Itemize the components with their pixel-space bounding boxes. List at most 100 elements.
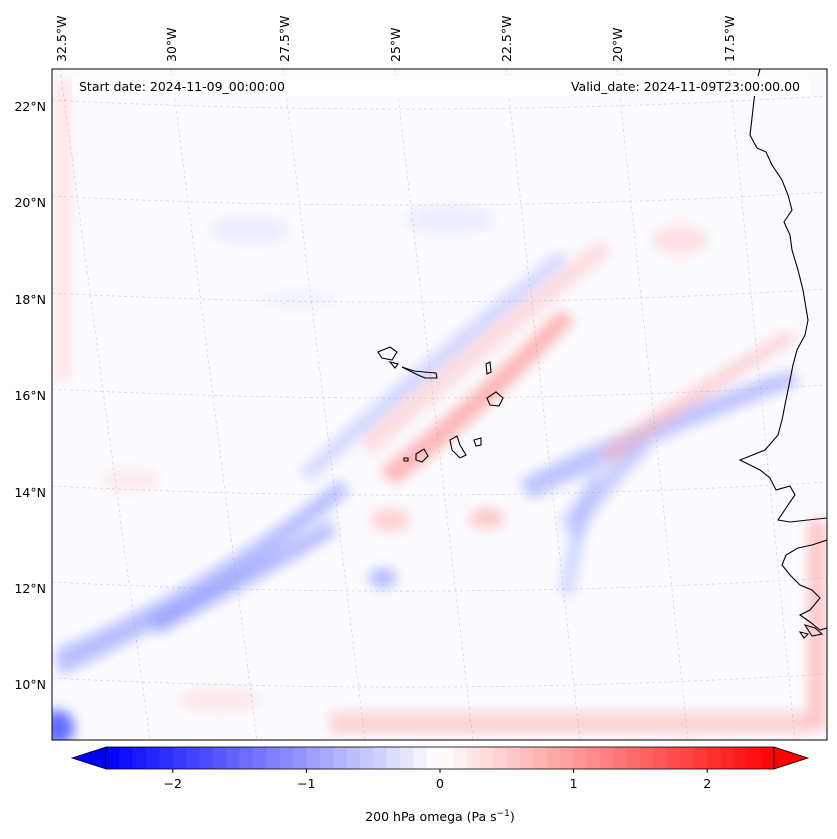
colorbar-step <box>159 747 174 769</box>
date-header-box <box>72 76 809 96</box>
parallel-line <box>52 191 827 206</box>
colorbar-ticks: −2 −1 0 1 2 <box>164 769 711 791</box>
start-date-label: Start date: 2024-11-09_00:00:00 <box>79 79 285 94</box>
colorbar-step <box>653 747 668 769</box>
colorbar-step <box>293 747 307 769</box>
colorbar-step <box>132 747 147 769</box>
colorbar-step <box>640 747 655 769</box>
lat-label: 22°N <box>14 99 46 114</box>
colorbar-step <box>279 747 294 769</box>
colorbar-step <box>707 747 722 769</box>
colorbar-step <box>613 747 628 769</box>
lon-label: 20°W <box>610 27 625 62</box>
lat-label: 16°N <box>14 388 46 403</box>
colorbar-step <box>333 747 347 769</box>
colorbar-step <box>359 747 374 769</box>
island-santo-antao <box>377 346 398 361</box>
colorbar-step <box>733 747 748 769</box>
colorbar-step <box>119 747 134 769</box>
colorbar-step <box>373 747 388 769</box>
colorbar-step <box>319 747 334 769</box>
colorbar-step <box>252 747 267 769</box>
island-santiago <box>449 435 467 459</box>
gambia-guinea-coastline <box>781 539 827 631</box>
colorbar-step <box>466 747 481 769</box>
colorbar-step <box>667 747 681 769</box>
colorbar-step <box>480 747 494 769</box>
lat-label: 12°N <box>14 581 46 596</box>
colorbar-label: 200 hPa omega (Pa s−1) <box>365 809 515 824</box>
island-maio <box>473 437 482 447</box>
colorbar-step <box>760 747 775 769</box>
colorbar-step <box>453 747 468 769</box>
lat-label: 18°N <box>14 292 46 307</box>
colorbar-step <box>106 747 120 769</box>
meridian-line <box>282 69 366 740</box>
lat-label: 14°N <box>14 485 46 500</box>
coastline <box>377 69 827 639</box>
parallel-line <box>52 577 827 592</box>
lon-label: 25°W <box>388 27 403 62</box>
parallel-line <box>52 288 827 303</box>
lon-label: 30°W <box>164 27 179 62</box>
colorbar-step <box>306 747 321 769</box>
colorbar-step <box>506 747 521 769</box>
island-brava <box>403 457 409 462</box>
africa-coastline <box>738 69 827 523</box>
colorbar-step <box>720 747 735 769</box>
colorbar-step <box>386 747 401 769</box>
colorbar-step <box>239 747 254 769</box>
colorbar-step <box>413 747 428 769</box>
lon-label: 22.5°W <box>499 16 514 62</box>
colorbar-step <box>693 747 708 769</box>
meridian-line <box>505 69 581 740</box>
colorbar-step <box>546 747 561 769</box>
latitude-labels: 22°N 20°N 18°N 16°N 14°N 12°N 10°N <box>14 99 46 692</box>
colorbar: −2 −1 0 1 2 200 hPa omega (Pa s−1) <box>70 746 810 824</box>
parallel-line <box>52 95 827 110</box>
meridian-line <box>59 69 151 740</box>
parallel-line <box>52 384 827 399</box>
island-sal <box>485 361 492 375</box>
meridian-line <box>616 69 689 740</box>
colorbar-step <box>226 747 241 769</box>
meridian-line <box>394 69 474 740</box>
colorbar-step <box>493 747 508 769</box>
colorbar-step <box>426 747 441 769</box>
meridian-line <box>728 69 796 740</box>
lon-label: 32.5°W <box>54 16 69 62</box>
colorbar-step <box>146 747 160 769</box>
colorbar-step <box>440 747 454 769</box>
island-boa-vista <box>486 391 504 407</box>
graticule <box>52 69 827 740</box>
longitude-labels: 32.5°W 30°W 27.5°W 25°W 22.5°W 20°W 17.5… <box>54 16 737 62</box>
colorbar-extend-right <box>773 746 810 770</box>
lat-label: 20°N <box>14 195 46 210</box>
colorbar-step <box>266 747 281 769</box>
colorbar-step <box>586 747 601 769</box>
colorbar-step <box>520 747 535 769</box>
bijagos-islands <box>798 624 824 639</box>
lat-label: 10°N <box>14 677 46 692</box>
valid-date-label: Valid_date: 2024-11-09T23:00:00.00 <box>571 79 800 94</box>
colorbar-step <box>573 747 588 769</box>
colorbar-tick-label: 0 <box>436 776 444 791</box>
map-frame <box>51 68 828 741</box>
colorbar-step <box>199 747 214 769</box>
lon-label: 17.5°W <box>722 16 737 62</box>
colorbar-step <box>560 747 575 769</box>
colorbar-steps <box>106 747 775 769</box>
omega-field <box>52 80 826 740</box>
colorbar-tick-label: −2 <box>164 776 182 791</box>
island-fogo <box>415 448 429 463</box>
parallel-line <box>52 673 827 688</box>
colorbar-step <box>627 747 641 769</box>
parallel-line <box>52 481 827 496</box>
colorbar-step <box>212 747 227 769</box>
colorbar-step <box>186 747 201 769</box>
colorbar-step <box>747 747 762 769</box>
colorbar-step <box>533 747 548 769</box>
island-sao-vicente <box>388 361 399 369</box>
island-sao-nicolau <box>401 366 438 379</box>
